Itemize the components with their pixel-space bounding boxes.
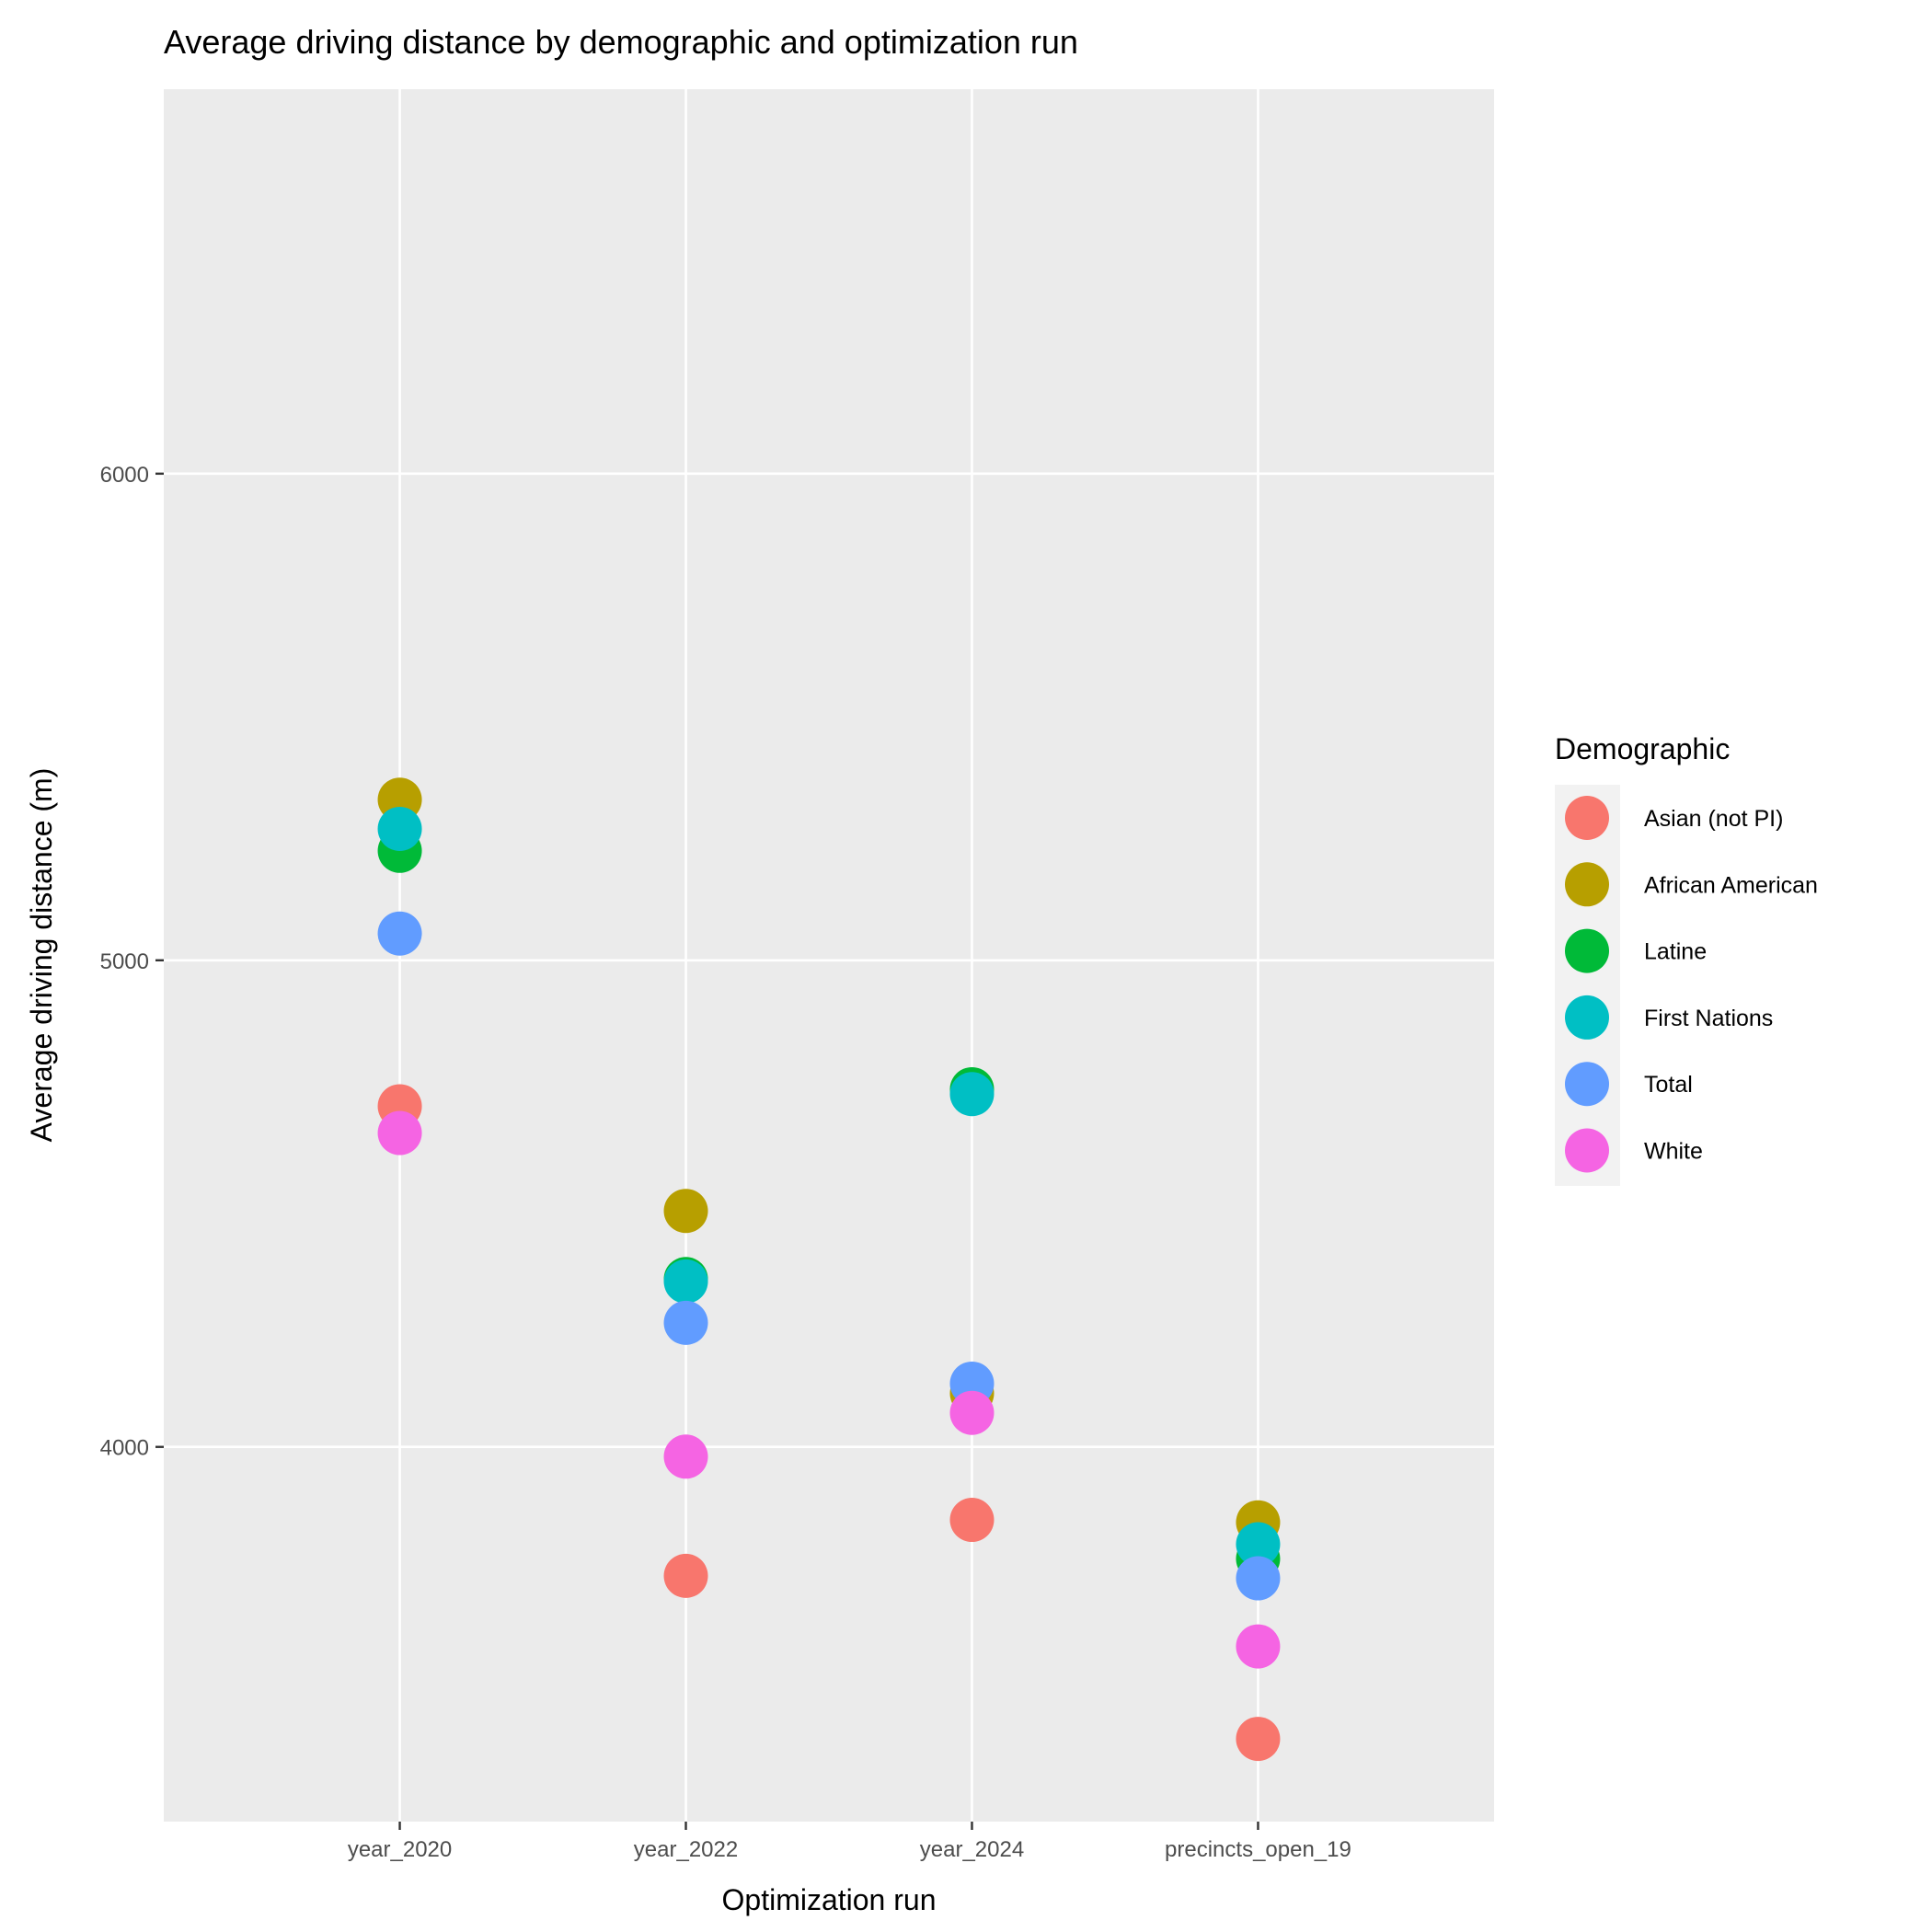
data-points [377, 777, 1281, 1762]
legend-label: First Nations [1644, 1006, 1773, 1031]
data-point [663, 1300, 708, 1345]
data-point [1236, 1624, 1281, 1669]
data-point [663, 1434, 708, 1479]
legend-key [1565, 1062, 1609, 1107]
grid-major [164, 89, 1494, 1822]
data-point [663, 1259, 708, 1304]
data-point [377, 911, 422, 956]
x-axis-title: Optimization run [722, 1883, 937, 1916]
data-point [949, 1390, 995, 1435]
x-tick-label: year_2024 [920, 1837, 1024, 1862]
data-point [1236, 1556, 1281, 1601]
legend-key [1565, 862, 1609, 907]
legend-key-background [1555, 785, 1620, 1186]
legend-label: Asian (not PI) [1644, 806, 1783, 832]
data-point [1236, 1717, 1281, 1762]
y-tick-label: 6000 [100, 463, 149, 488]
data-point [1236, 1522, 1281, 1567]
y-axis-title: Average driving distance (m) [25, 768, 58, 1143]
legend: Demographic Asian (not PI) African Americ… [1555, 732, 1818, 1186]
x-tick-label: year_2022 [634, 1837, 738, 1862]
legend-key [1565, 796, 1609, 840]
legend-key [1565, 1128, 1609, 1173]
y-tick-label: 5000 [100, 949, 149, 974]
legend-items: Asian (not PI) African American Latine Firs… [1565, 796, 1818, 1173]
legend-title: Demographic [1555, 732, 1730, 765]
legend-label: Latine [1644, 939, 1707, 965]
data-point [949, 1498, 995, 1543]
data-point [377, 806, 422, 851]
data-point [949, 1072, 995, 1117]
y-tick-label: 4000 [100, 1436, 149, 1461]
data-point [663, 1553, 708, 1598]
legend-label: White [1644, 1139, 1703, 1165]
plot-panel [164, 89, 1494, 1822]
legend-key [1565, 928, 1609, 973]
x-tick-label: precincts_open_19 [1165, 1837, 1351, 1862]
data-point [377, 1110, 422, 1156]
data-point [663, 1189, 708, 1234]
y-axis: 4000 5000 6000 [100, 463, 164, 1461]
chart-title: Average driving distance by demographic … [164, 23, 1078, 61]
legend-label: African American [1644, 872, 1818, 898]
x-tick-label: year_2020 [348, 1837, 452, 1862]
legend-key [1565, 995, 1609, 1040]
legend-label: Total [1644, 1072, 1693, 1098]
x-axis: year_2020 year_2022 year_2024 precincts_ope… [348, 1822, 1351, 1862]
